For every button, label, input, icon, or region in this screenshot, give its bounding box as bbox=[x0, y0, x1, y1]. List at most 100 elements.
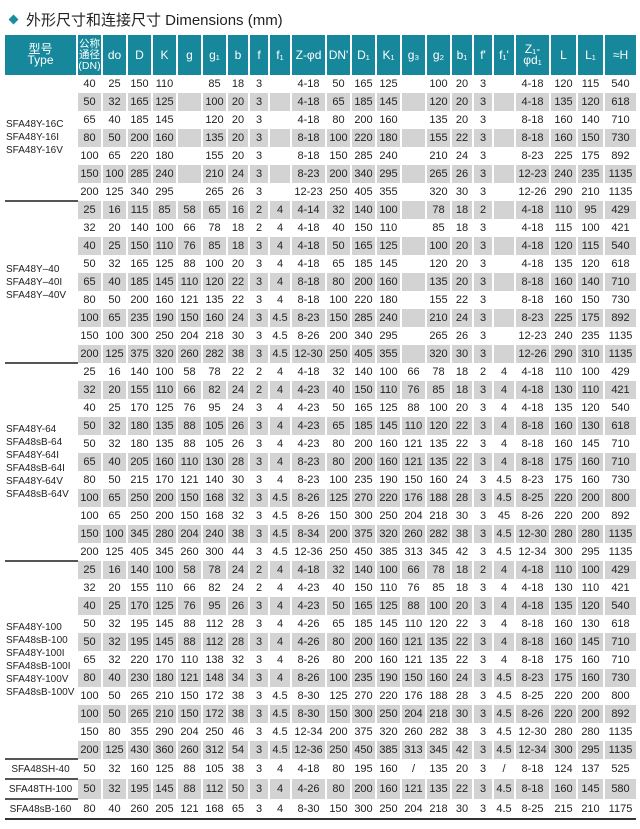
cell-5: 121 bbox=[176, 799, 202, 820]
cell-19: 4-18 bbox=[514, 399, 550, 417]
cell-11: 80 bbox=[325, 453, 351, 471]
cell-6: 240 bbox=[201, 525, 227, 543]
cell-4: 240 bbox=[151, 165, 177, 183]
cell-3: 160 bbox=[126, 759, 152, 779]
cell-17: 3 bbox=[472, 111, 493, 129]
cell-15: 155 bbox=[425, 129, 451, 147]
table-row: 80 50 200 160 135 20 3 8-18 100 220 180 155 22 3 8-18 1… bbox=[5, 129, 636, 147]
cell-18: 4 bbox=[492, 597, 515, 615]
cell-14 bbox=[400, 219, 426, 237]
cell-22: 525 bbox=[603, 759, 636, 779]
table-row: 100 65 235 190 150 160 24 3 4.5 8-23 150 285 240 210 2… bbox=[5, 309, 636, 327]
cell-10: 4-18 bbox=[290, 363, 326, 381]
cell-10: 8-26 bbox=[290, 669, 326, 687]
cell-6: 265 bbox=[201, 183, 227, 201]
cell-14: 204 bbox=[400, 705, 426, 723]
cell-14 bbox=[400, 237, 426, 255]
cell-5: 110 bbox=[176, 273, 202, 291]
cell-6: 168 bbox=[201, 799, 227, 820]
cell-21: 95 bbox=[576, 201, 604, 219]
cell-19: 4-18 bbox=[514, 93, 550, 111]
cell-3: 250 bbox=[126, 489, 152, 507]
cell-1: 32 bbox=[76, 579, 102, 597]
cell-4: 125 bbox=[151, 759, 177, 779]
cell-13: 160 bbox=[375, 779, 401, 799]
cell-8: 3 bbox=[248, 489, 269, 507]
cell-2: 32 bbox=[101, 255, 127, 273]
cell-20: 135 bbox=[549, 399, 577, 417]
cell-15: 160 bbox=[425, 471, 451, 489]
cell-11: 50 bbox=[325, 597, 351, 615]
cell-17: 3 bbox=[472, 723, 493, 741]
cell-10: 12-30 bbox=[290, 345, 326, 363]
cell-12: 185 bbox=[350, 93, 376, 111]
column-header: K bbox=[151, 35, 177, 75]
cell-11: 65 bbox=[325, 615, 351, 633]
cell-11: 65 bbox=[325, 93, 351, 111]
type-cell: SFA48Y-16C SFA48Y-16I SFA48Y-16V bbox=[5, 75, 77, 202]
cell-1: 65 bbox=[76, 651, 102, 669]
column-header: b bbox=[226, 35, 249, 75]
cell-21: 100 bbox=[576, 219, 604, 237]
cell-1: 40 bbox=[76, 399, 102, 417]
cell-22: 1135 bbox=[603, 525, 636, 543]
type-label: SFA48Y-100V bbox=[6, 674, 69, 685]
cell-4: 160 bbox=[151, 291, 177, 309]
cell-5 bbox=[176, 75, 202, 93]
table-row: 150 80 355 290 204 250 46 3 4.5 12-34 200 375 320 260… bbox=[5, 723, 636, 741]
cell-3: 195 bbox=[126, 779, 152, 799]
cell-18 bbox=[492, 345, 515, 363]
cell-14 bbox=[400, 183, 426, 201]
cell-19: 4-18 bbox=[514, 597, 550, 615]
cell-6: 140 bbox=[201, 471, 227, 489]
cell-7: 20 bbox=[226, 129, 249, 147]
cell-21: 145 bbox=[576, 633, 604, 651]
cell-20: 220 bbox=[549, 507, 577, 525]
cell-17: 3 bbox=[472, 615, 493, 633]
cell-17: 3 bbox=[472, 779, 493, 799]
diamond-bullet-icon bbox=[8, 14, 19, 25]
cell-4: 100 bbox=[151, 363, 177, 381]
column-header: Z₁-φd₁ bbox=[514, 35, 550, 75]
cell-12: 165 bbox=[350, 237, 376, 255]
cell-22: 892 bbox=[603, 705, 636, 723]
cell-22: 800 bbox=[603, 687, 636, 705]
cell-18 bbox=[492, 93, 515, 111]
cell-20: 300 bbox=[549, 741, 577, 759]
cell-3: 195 bbox=[126, 633, 152, 651]
cell-19: 8-23 bbox=[514, 147, 550, 165]
cell-16: 20 bbox=[450, 273, 473, 291]
cell-20: 300 bbox=[549, 543, 577, 561]
table-row: SFA48Y-64 SFA48sB-64 SFA48Y-64I SFA48sB-64I… bbox=[5, 363, 636, 562]
cell-17: 3 bbox=[472, 345, 493, 363]
cell-5: 150 bbox=[176, 705, 202, 723]
cell-18: 4 bbox=[492, 435, 515, 453]
cell-22: 421 bbox=[603, 579, 636, 597]
cell-15: 210 bbox=[425, 309, 451, 327]
cell-21: 175 bbox=[576, 309, 604, 327]
cell-14 bbox=[400, 165, 426, 183]
cell-17: 3 bbox=[472, 291, 493, 309]
cell-4: 345 bbox=[151, 543, 177, 561]
cell-9: 4 bbox=[268, 597, 291, 615]
cell-2: 32 bbox=[101, 651, 127, 669]
cell-20: 160 bbox=[549, 129, 577, 147]
cell-19: 8-23 bbox=[514, 471, 550, 489]
cell-15: 320 bbox=[425, 183, 451, 201]
cell-14 bbox=[400, 75, 426, 93]
cell-1: 65 bbox=[76, 453, 102, 471]
cell-10: 4-23 bbox=[290, 579, 326, 597]
table-row: 32 20 155 110 66 82 24 2 4 4-23 40 150 110 76 85 18 3 4 4-… bbox=[5, 381, 636, 399]
cell-2: 40 bbox=[101, 453, 127, 471]
cell-2: 125 bbox=[101, 183, 127, 201]
cell-10: 4-18 bbox=[290, 93, 326, 111]
cell-21: 200 bbox=[576, 507, 604, 525]
cell-11: 200 bbox=[325, 525, 351, 543]
cell-4: 180 bbox=[151, 669, 177, 687]
cell-5: 204 bbox=[176, 723, 202, 741]
cell-5 bbox=[176, 183, 202, 201]
cell-22: 1135 bbox=[603, 723, 636, 741]
cell-17: 3 bbox=[472, 255, 493, 273]
cell-12: 405 bbox=[350, 183, 376, 201]
cell-9: 4 bbox=[268, 381, 291, 399]
